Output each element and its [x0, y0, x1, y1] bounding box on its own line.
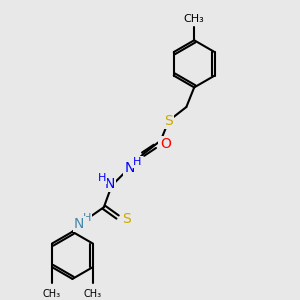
Text: N: N	[104, 177, 115, 190]
Text: O: O	[160, 137, 171, 152]
Text: H: H	[133, 157, 141, 167]
Text: H: H	[98, 173, 106, 183]
Text: CH₃: CH₃	[84, 289, 102, 299]
Text: S: S	[122, 212, 131, 226]
Text: CH₃: CH₃	[43, 289, 61, 299]
Text: S: S	[164, 114, 173, 128]
Text: N: N	[74, 217, 85, 231]
Text: CH₃: CH₃	[184, 14, 205, 24]
Text: N: N	[124, 161, 135, 175]
Text: H: H	[83, 213, 91, 223]
